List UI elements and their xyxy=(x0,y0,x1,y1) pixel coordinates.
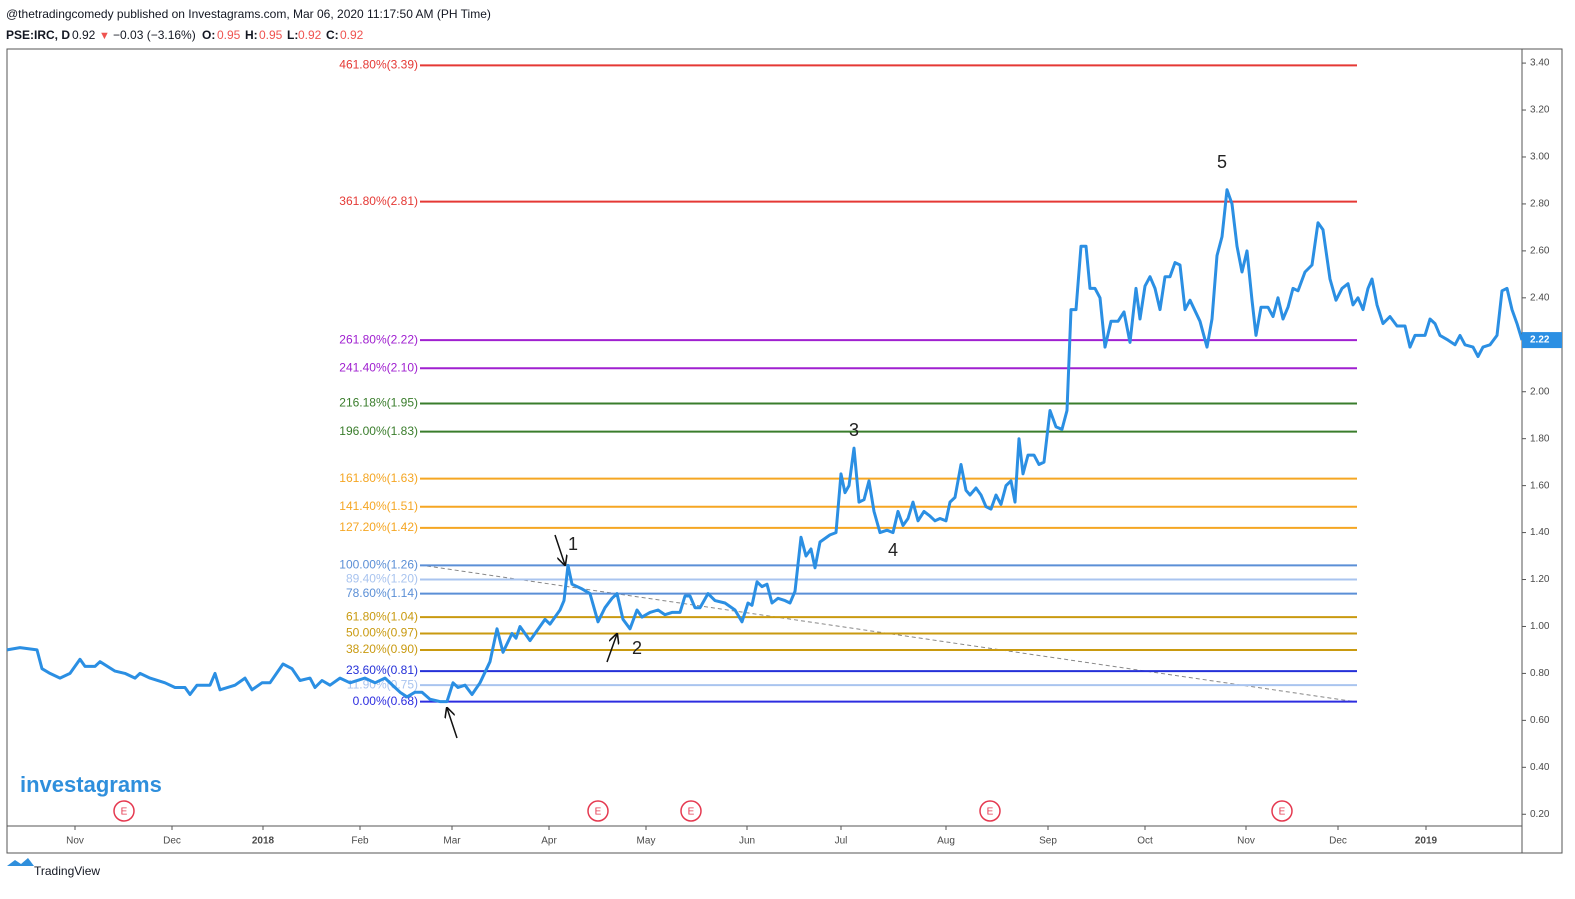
tradingview-logo xyxy=(7,858,34,866)
publisher-line: @thetradingcomedy published on Investagr… xyxy=(6,7,491,21)
earnings-label: E xyxy=(595,807,602,818)
fib-label: 361.80%(2.81) xyxy=(339,194,418,208)
x-tick-label: Nov xyxy=(66,836,84,847)
close-label: C: xyxy=(326,28,339,42)
arrow xyxy=(554,534,565,565)
y-tick-label: 1.80 xyxy=(1530,433,1550,444)
y-tick-label: 3.20 xyxy=(1530,105,1550,116)
wave-label: 1 xyxy=(568,534,578,554)
close: 0.92 xyxy=(340,28,364,42)
change: −0.03 (−3.16%) xyxy=(113,28,196,42)
x-tick-label: Jul xyxy=(835,836,848,847)
symbol-line: PSE:IRC, D 0.92 ▼ −0.03 (−3.16%) O: 0.95… xyxy=(6,28,364,42)
fib-label: 61.80%(1.04) xyxy=(346,609,418,623)
high-label: H: xyxy=(245,28,258,42)
x-tick-label: Jun xyxy=(739,836,755,847)
frame xyxy=(6,48,1563,854)
y-tick-label: 0.20 xyxy=(1530,809,1550,820)
earnings-marker xyxy=(680,800,702,822)
y-tick-label: 1.00 xyxy=(1530,621,1550,632)
last-price-label: 2.22 xyxy=(1530,335,1550,346)
fib-label: 261.80%(2.22) xyxy=(339,332,418,346)
fib-label: 141.40%(1.51) xyxy=(339,499,418,513)
fib-label: 161.80%(1.63) xyxy=(339,471,418,485)
y-tick-label: 0.40 xyxy=(1530,762,1550,773)
x-tick-label: Oct xyxy=(1137,836,1153,847)
x-tick-label: May xyxy=(637,836,656,847)
price-line xyxy=(6,188,1524,704)
earnings-label: E xyxy=(121,807,128,818)
earnings-label: E xyxy=(987,807,994,818)
watermark: investagrams xyxy=(20,772,162,797)
x-tick-label: 2018 xyxy=(252,836,275,847)
earnings-label: E xyxy=(688,807,695,818)
open: 0.95 xyxy=(217,28,241,42)
last: 0.92 xyxy=(72,28,96,42)
x-tick-label: Nov xyxy=(1237,836,1255,847)
fib-label: 461.80%(3.39) xyxy=(339,58,418,72)
plot: 0.20 0.40 0.60 0.80 1.00 1.20 1.40 1.60 1.80 2.00… xyxy=(6,58,1562,847)
fib-label: 50.00%(0.97) xyxy=(346,626,418,640)
earnings-marker xyxy=(587,800,609,822)
earnings-label: E xyxy=(1279,807,1286,818)
x-tick-label: Aug xyxy=(937,836,955,847)
fib-label: 127.20%(1.42) xyxy=(339,520,418,534)
y-tick-label: 1.40 xyxy=(1530,527,1550,538)
fib-label: 23.60%(0.81) xyxy=(346,663,418,677)
fib-label: 0.00%(0.68) xyxy=(353,694,418,708)
y-tick-label: 3.40 xyxy=(1530,58,1550,69)
y-tick-label: 2.00 xyxy=(1530,386,1550,397)
earnings-marker xyxy=(113,800,135,822)
earnings-marker xyxy=(979,800,1001,822)
high: 0.95 xyxy=(259,28,283,42)
arrow xyxy=(447,708,458,739)
x-tick-label: Dec xyxy=(1329,836,1347,847)
x-tick-label: Feb xyxy=(351,836,369,847)
fib-label: 100.00%(1.26) xyxy=(339,558,418,572)
x-tick-label: Dec xyxy=(163,836,181,847)
fib-label: 11.90%(0.75) xyxy=(347,677,418,691)
x-tick-label: Mar xyxy=(443,836,461,847)
fib-label: 38.20%(0.90) xyxy=(346,642,418,656)
y-tick-label: 1.60 xyxy=(1530,480,1550,491)
y-tick-label: 2.40 xyxy=(1530,292,1550,303)
fib-label: 241.40%(2.10) xyxy=(339,360,418,374)
fib-label: 78.60%(1.14) xyxy=(346,586,418,600)
x-tick-label: 2019 xyxy=(1415,836,1438,847)
wave-label: 4 xyxy=(888,540,898,560)
wave-label: 2 xyxy=(632,638,642,658)
footer: TradingView xyxy=(34,864,100,878)
change-arrow: ▼ xyxy=(99,30,110,42)
arrow xyxy=(606,634,617,663)
fib-label: 89.40%(1.20) xyxy=(346,572,418,586)
trend-line xyxy=(419,564,1358,703)
y-tick-label: 0.60 xyxy=(1530,715,1550,726)
open-label: O: xyxy=(202,28,215,42)
low: 0.92 xyxy=(298,28,322,42)
wave-label: 3 xyxy=(849,420,859,440)
x-tick-label: Sep xyxy=(1039,836,1057,847)
y-tick-label: 0.80 xyxy=(1530,668,1550,679)
y-tick-label: 3.00 xyxy=(1530,152,1550,163)
last-price-box xyxy=(1522,332,1562,349)
symbol: PSE:IRC, D xyxy=(6,28,70,42)
low-label: L: xyxy=(287,28,298,42)
fib-label: 196.00%(1.83) xyxy=(339,424,418,438)
y-tick-label: 2.60 xyxy=(1530,246,1550,257)
y-tick-label: 1.20 xyxy=(1530,574,1550,585)
fib-label: 216.18%(1.95) xyxy=(339,396,418,410)
x-tick-label: Apr xyxy=(541,836,557,847)
y-tick-label: 2.80 xyxy=(1530,199,1550,210)
wave-label: 5 xyxy=(1217,152,1227,172)
earnings-marker xyxy=(1271,800,1293,822)
